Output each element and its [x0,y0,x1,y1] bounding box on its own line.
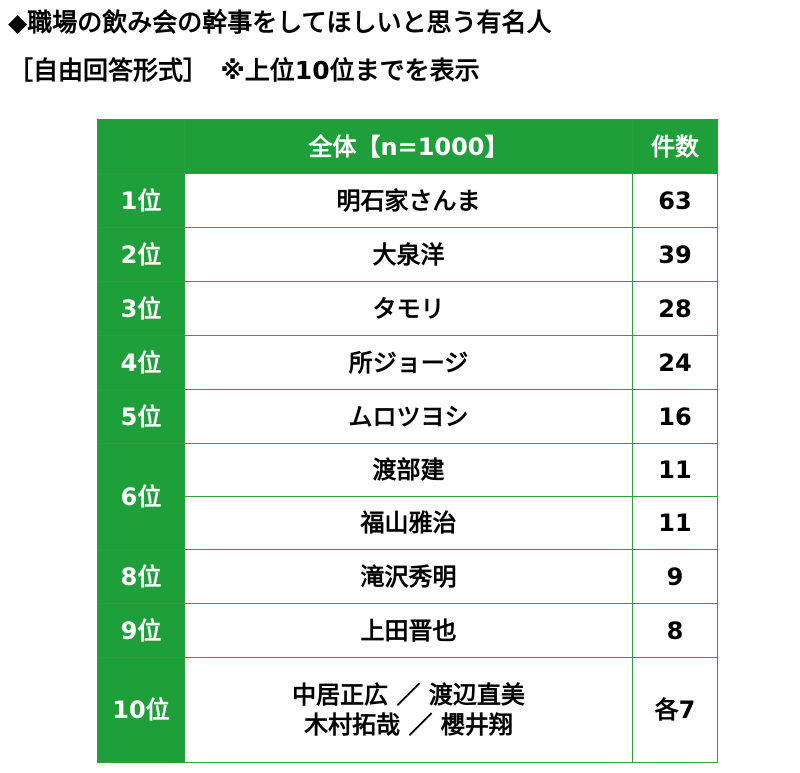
rank-cell: 6位 [97,443,185,550]
rank-cell: 5位 [97,389,185,444]
count-cell: 28 [632,281,718,336]
table-header-row: 全体【n=1000】 件数 [97,119,718,174]
count-cell: 9 [632,549,718,604]
count-cell: 63 [632,173,718,228]
rank-cell: 2位 [97,227,185,282]
table-row: 8位 滝沢秀明 9 [97,549,718,604]
table-row: 福山雅治 11 [98,496,718,550]
count-cell: 11 [632,496,718,550]
page-subtitle: ［自由回答形式］ ※上位10位までを表示 [8,56,480,85]
name-line: 木村拓哉 ／ 櫻井翔 [304,711,513,739]
table-row: 9位 上田晋也 8 [97,603,718,658]
table-row: 1位 明石家さんま 63 [97,173,718,228]
name-cell: 所ジョージ [184,335,633,390]
page-title: ◆職場の飲み会の幹事をしてほしいと思う有名人 [8,8,552,37]
name-cell: 上田晋也 [184,603,633,658]
table-row: 5位 ムロツヨシ 16 [97,389,718,444]
name-cell: 滝沢秀明 [184,549,633,604]
header-count-cell: 件数 [632,119,718,174]
count-cell: 11 [632,443,718,497]
ranking-table: 全体【n=1000】 件数 1位 明石家さんま 63 2位 大泉洋 39 3位 … [97,119,718,763]
table-row: 3位 タモリ 28 [97,281,718,336]
name-cell: ムロツヨシ [184,389,633,444]
rank-cell: 3位 [97,281,185,336]
name-cell: 大泉洋 [184,227,633,282]
count-cell: 16 [632,389,718,444]
count-cell: 8 [632,603,718,658]
name-cell: 明石家さんま [184,173,633,228]
count-cell: 39 [632,227,718,282]
rank-cell: 8位 [97,549,185,604]
rank-cell: 10位 [97,657,185,763]
header-name-cell: 全体【n=1000】 [184,119,633,174]
table-row: 6位 渡部建 11 [97,443,718,550]
rank-cell: 9位 [97,603,185,658]
name-cell: タモリ [184,281,633,336]
name-line: 中居正広 ／ 渡辺直美 [292,681,525,709]
name-cell: 福山雅治 [184,496,633,550]
table-row: 10位 中居正広 ／ 渡辺直美 木村拓哉 ／ 櫻井翔 各7 [97,657,718,763]
table-row: 2位 大泉洋 39 [97,227,718,282]
header-rank-cell [97,119,185,174]
rank-cell: 1位 [97,173,185,228]
rank-cell: 4位 [97,335,185,390]
count-cell: 各7 [632,657,718,763]
name-cell: 中居正広 ／ 渡辺直美 木村拓哉 ／ 櫻井翔 [184,657,633,763]
name-cell: 渡部建 [184,443,633,497]
table-row: 4位 所ジョージ 24 [97,335,718,390]
count-cell: 24 [632,335,718,390]
